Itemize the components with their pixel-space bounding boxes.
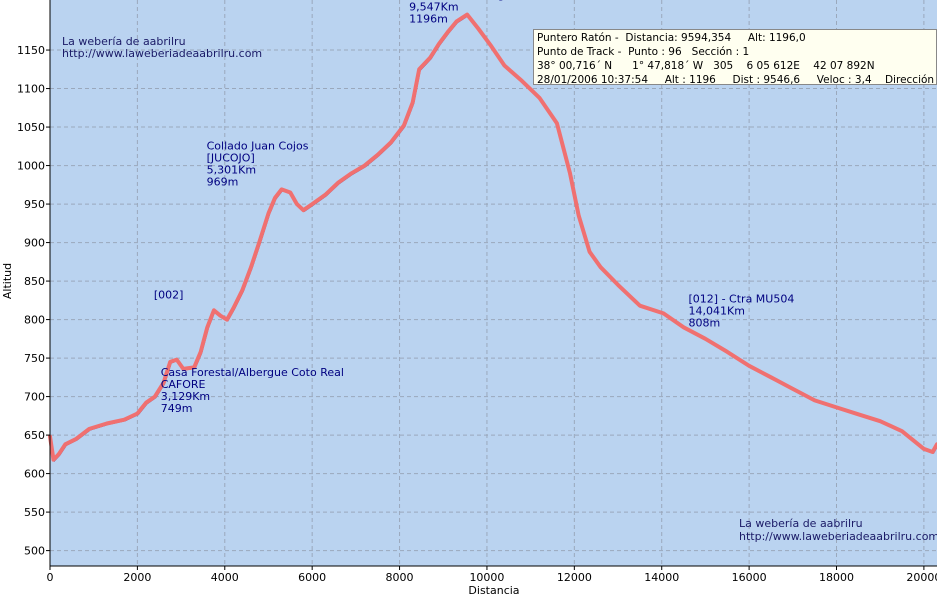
y-tick-label: 900: [24, 237, 45, 250]
y-tick-label: 700: [24, 391, 45, 404]
annotation-line: 749m: [161, 402, 193, 415]
y-tick-label: 950: [24, 198, 45, 211]
y-tick-label: 1100: [17, 83, 45, 96]
info-line-timestamp: 28/01/2006 10:37:54 Alt : 1196 Dist : 95…: [537, 74, 937, 85]
y-tick-label: 1000: [17, 160, 45, 173]
annotation-line: CAFORE: [161, 378, 206, 391]
x-tick-label: 12000: [557, 571, 592, 584]
x-tick-label: 2000: [123, 571, 151, 584]
annotation-line: [012] - Ctra MU504: [689, 292, 795, 305]
mouse-pointer-info-box: Puntero Ratón - Distancia: 9594,354 Alt:…: [533, 29, 937, 85]
profile-line: [48, 12, 937, 462]
x-tick-label: 10000: [469, 571, 504, 584]
y-tick-label: 750: [24, 352, 45, 365]
x-tick-label: 18000: [819, 571, 854, 584]
plot-area: [50, 0, 937, 566]
x-tick-label: 6000: [298, 571, 326, 584]
annotation: Casa Forestal/Albergue Coto RealCAFORE3,…: [161, 366, 344, 415]
x-tick-label: 14000: [644, 571, 679, 584]
annotations: Casa Forestal/Albergue Coto RealCAFORE3,…: [154, 0, 795, 415]
annotation-line: [JUCOJO]: [207, 151, 255, 164]
annotation-line: 3,129Km: [161, 390, 210, 403]
info-line-track-point: Punto de Track - Punto : 96 Sección : 1: [537, 46, 750, 58]
y-axis-label: Altitud: [1, 263, 14, 299]
x-tick-label: 4000: [211, 571, 239, 584]
info-line-coordinates: 38° 00,716´ N 1° 47,818´ W 305 6 05 612E…: [537, 60, 875, 72]
y-tick-label: 650: [24, 429, 45, 442]
y-tick-label: 550: [24, 506, 45, 519]
watermark-bottom-url: http://www.laweberiadeaabrilru.com: [739, 530, 937, 543]
annotation-line: 808m: [689, 316, 721, 329]
annotation-line: 1196m: [409, 13, 448, 26]
annotation-line: 9,547Km: [409, 1, 458, 14]
y-tick-label: 500: [24, 545, 45, 558]
x-tick-label: 0: [47, 571, 54, 584]
y-tick-label: 1050: [17, 121, 45, 134]
x-tick-labels: 0 2000 4000 6000 8000 10000 12000 14000 16000 180…: [47, 566, 937, 584]
y-tick-label: 800: [24, 314, 45, 327]
info-line-pointer: Puntero Ratón - Distancia: 9594,354 Alt:…: [537, 32, 806, 44]
annotation-line: 969m: [207, 175, 239, 188]
x-tick-label: 20000: [906, 571, 937, 584]
x-axis-label: Distancia: [468, 584, 519, 597]
annotation-line: Cerca Pico del Águila: [409, 0, 524, 2]
y-tick-label: 600: [24, 468, 45, 481]
x-tick-label: 16000: [732, 571, 767, 584]
y-tick-label: 850: [24, 275, 45, 288]
watermark-top-url: http://www.laweberiadeaabrilru.com: [62, 47, 262, 60]
annotation: [002]: [154, 288, 184, 301]
annotation-line: [002]: [154, 288, 184, 301]
profile-series-line: [48, 12, 937, 462]
annotation-line: 14,041Km: [689, 304, 745, 317]
watermark-top-title: La webería de aabrilru: [62, 35, 186, 48]
annotation-line: Collado Juan Cojos: [207, 139, 309, 152]
annotation-line: 5,301Km: [207, 163, 256, 176]
y-tick-label: 1150: [17, 44, 45, 57]
y-tick-labels: 500 550 600 650 700 750 800 850 900 950 1000 1050 11…: [17, 44, 50, 558]
x-tick-label: 8000: [386, 571, 414, 584]
watermark-bottom-title: La webería de aabrilru: [739, 517, 863, 530]
annotation-line: Casa Forestal/Albergue Coto Real: [161, 366, 344, 379]
